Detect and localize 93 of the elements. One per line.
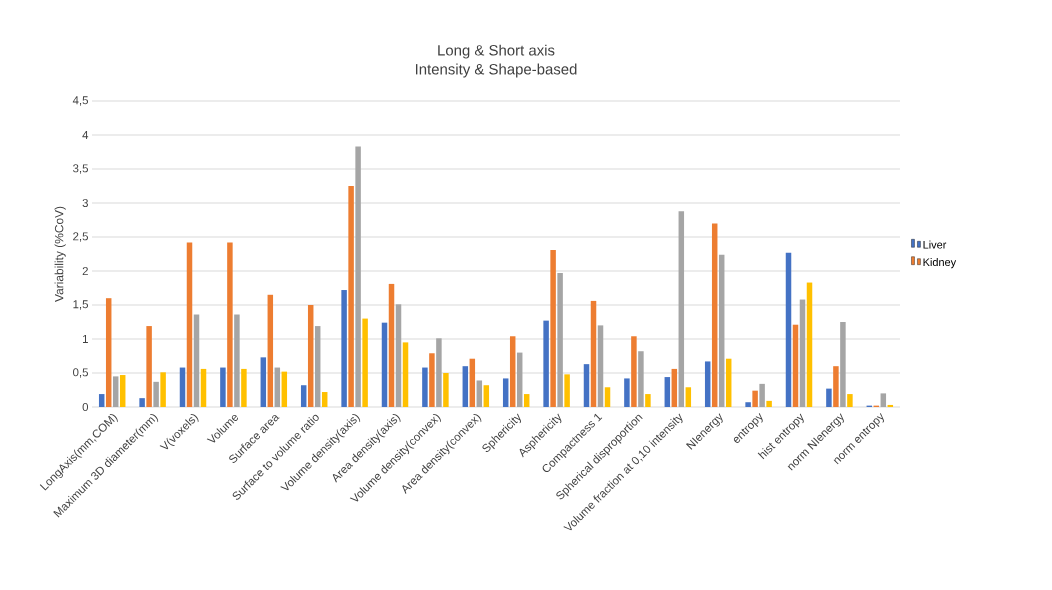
bar xyxy=(664,377,671,407)
bar xyxy=(624,378,630,407)
bar xyxy=(200,368,207,407)
bar xyxy=(105,298,112,407)
y-tick-label: 4 xyxy=(82,131,89,139)
legend-label: Kidney xyxy=(923,257,957,269)
bar xyxy=(590,300,597,407)
bar xyxy=(785,252,792,407)
y-tick-label: 4,5 xyxy=(72,96,89,106)
bar xyxy=(583,364,590,407)
bar xyxy=(509,336,516,407)
bar xyxy=(799,299,806,407)
bar xyxy=(260,357,267,407)
bar xyxy=(550,249,556,407)
bar xyxy=(193,314,200,407)
bar xyxy=(543,320,549,407)
bar xyxy=(429,353,435,407)
bar xyxy=(523,394,530,407)
y-tick-label: 3 xyxy=(82,198,88,208)
bar xyxy=(227,242,233,407)
bar xyxy=(153,381,159,407)
bar xyxy=(146,326,152,407)
bar xyxy=(847,394,853,407)
bar xyxy=(833,366,839,407)
bar xyxy=(355,146,361,407)
bar xyxy=(314,326,321,407)
y-tick-label: 2,5 xyxy=(73,232,89,242)
bar xyxy=(476,380,483,407)
legend-label: Liver xyxy=(923,240,947,249)
bar xyxy=(234,314,240,407)
bar xyxy=(685,387,692,407)
bar xyxy=(718,254,725,407)
chart-title: Long & Short axis xyxy=(438,44,555,59)
y-tick-label: 3,5 xyxy=(73,164,89,174)
bar xyxy=(880,393,887,407)
bar xyxy=(604,387,611,407)
bar xyxy=(671,368,678,407)
bar xyxy=(516,352,523,407)
bar xyxy=(806,282,813,407)
bar xyxy=(388,283,395,407)
bar xyxy=(112,376,119,407)
y-tick-label: 1,5 xyxy=(73,300,89,310)
bar xyxy=(725,358,732,407)
y-tick-label: 1 xyxy=(82,335,88,343)
bar xyxy=(631,336,637,407)
bar xyxy=(462,366,469,407)
bar xyxy=(557,273,563,407)
bar xyxy=(887,404,894,407)
bar xyxy=(395,304,402,407)
bar xyxy=(362,318,368,407)
bar xyxy=(119,375,126,407)
bar xyxy=(711,223,718,407)
bar xyxy=(483,385,490,407)
bar xyxy=(766,400,772,407)
bar xyxy=(281,371,288,407)
bar xyxy=(422,367,428,407)
chart-subtitle: Intensity & Shape-based xyxy=(415,63,577,78)
bar xyxy=(98,394,105,407)
bar xyxy=(341,290,347,407)
bar xyxy=(745,402,751,407)
bar xyxy=(160,372,166,407)
bar xyxy=(759,383,765,407)
bar xyxy=(564,374,570,407)
bar xyxy=(139,398,145,407)
bar xyxy=(267,294,274,407)
bar xyxy=(179,367,186,407)
bar xyxy=(300,385,307,407)
bar xyxy=(241,368,247,407)
bar xyxy=(704,361,711,407)
bar xyxy=(436,338,442,407)
y-tick-label: 0 xyxy=(82,402,89,412)
y-tick-label: 2 xyxy=(82,266,88,275)
bar xyxy=(381,322,388,407)
bar xyxy=(274,367,281,407)
bar xyxy=(792,324,799,407)
y-axis-title: Variability (%CoV) xyxy=(54,206,66,302)
bar xyxy=(826,388,832,407)
bar xyxy=(186,242,193,407)
bar xyxy=(220,367,226,407)
bar xyxy=(348,185,354,407)
y-tick-label: 0,5 xyxy=(73,368,89,378)
bar xyxy=(597,325,604,407)
bar xyxy=(443,372,449,407)
bar xyxy=(307,304,314,407)
bar xyxy=(502,378,509,407)
bar xyxy=(840,321,846,407)
bar xyxy=(678,211,685,407)
bar xyxy=(321,392,328,407)
bar xyxy=(402,342,409,407)
bar xyxy=(645,394,651,407)
bar xyxy=(638,351,644,407)
bar xyxy=(469,358,476,407)
bar xyxy=(752,390,758,407)
